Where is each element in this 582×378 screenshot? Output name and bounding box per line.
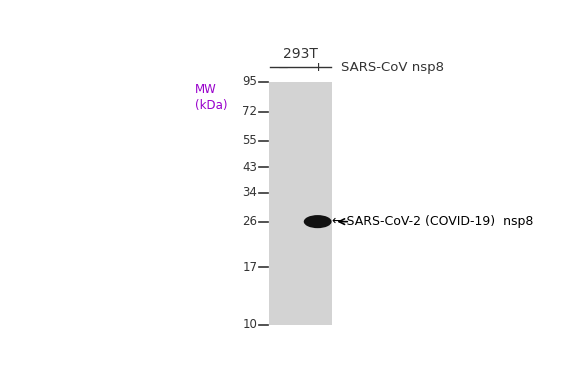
Text: 293T: 293T: [283, 47, 318, 61]
Text: +: +: [312, 62, 323, 74]
Text: 17: 17: [242, 261, 257, 274]
Ellipse shape: [304, 215, 332, 228]
Bar: [269, 82, 332, 325]
Text: 26: 26: [242, 215, 257, 228]
Text: MW
(kDa): MW (kDa): [194, 83, 227, 112]
Text: −: −: [278, 62, 289, 74]
Text: 55: 55: [243, 134, 257, 147]
Text: ← SARS-CoV-2 (COVID-19)  nsp8: ← SARS-CoV-2 (COVID-19) nsp8: [332, 215, 534, 228]
Text: 34: 34: [242, 186, 257, 199]
Text: 72: 72: [242, 105, 257, 118]
Text: 43: 43: [242, 161, 257, 174]
Text: 95: 95: [242, 75, 257, 88]
Text: 10: 10: [242, 318, 257, 331]
Text: SARS-CoV nsp8: SARS-CoV nsp8: [341, 62, 444, 74]
